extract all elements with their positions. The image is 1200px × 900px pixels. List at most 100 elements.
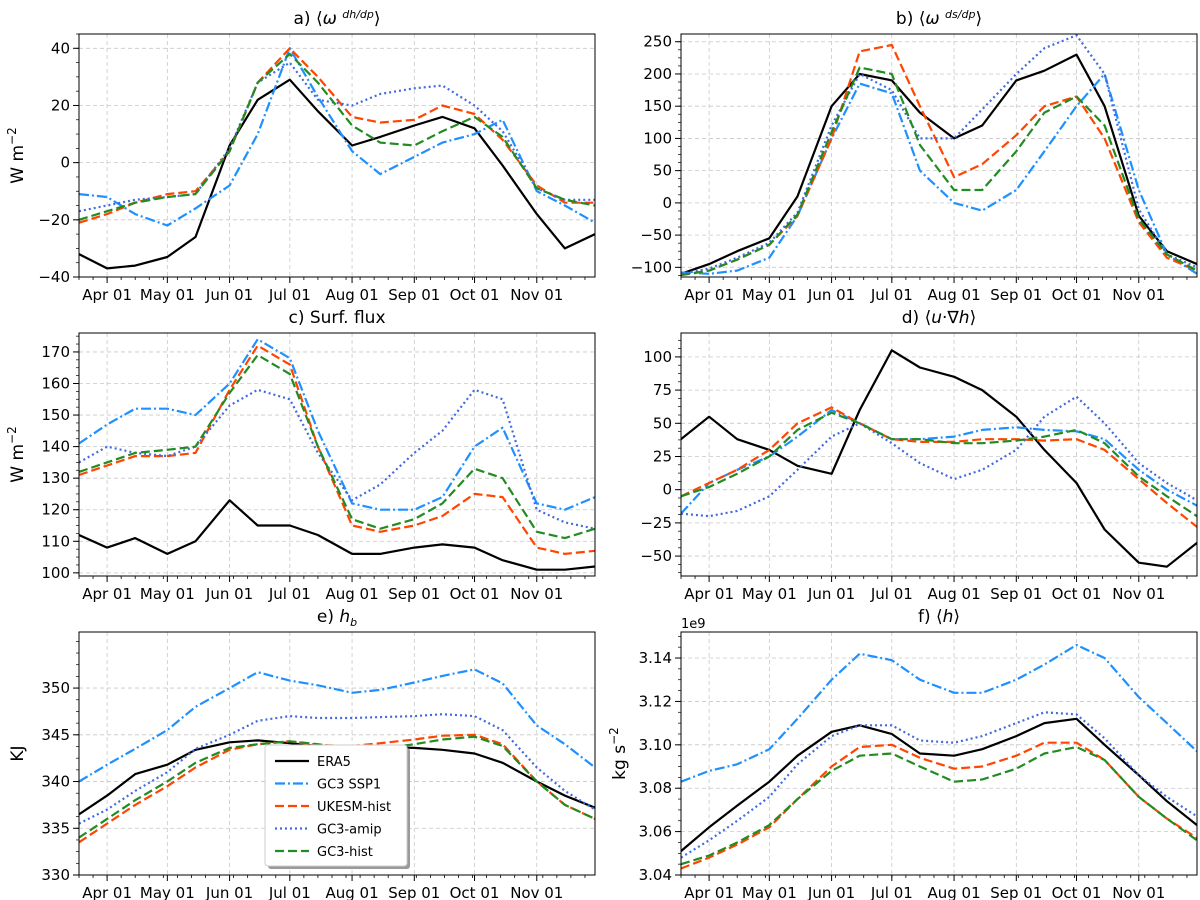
y-tick-label: 345 xyxy=(41,726,70,744)
panel-a: Apr 01 May 01 Jun 01 Jul 01 Aug 01 Sep 01 Oct … xyxy=(5,8,596,304)
y-tick-label: 0 xyxy=(662,194,672,212)
series-line-era5 xyxy=(79,78,595,270)
x-tick-label: Oct 01 xyxy=(450,286,500,304)
series-line-gc3-ssp1 xyxy=(79,668,595,783)
x-tick-label: Jun 01 xyxy=(807,286,855,304)
y-tick-label: 150 xyxy=(643,97,672,115)
x-tick-label: Apr 01 xyxy=(684,286,734,304)
y-tick-label: 170 xyxy=(41,343,70,361)
y-tick-label: 200 xyxy=(643,65,672,83)
x-tick-label: Sep 01 xyxy=(388,286,440,304)
y-tick-label: 335 xyxy=(41,819,70,837)
y-tick-label: 3.14 xyxy=(639,649,672,667)
series-line-gc3-amip xyxy=(681,395,1197,518)
y-tick-label: 20 xyxy=(51,96,70,114)
x-tick-label: Aug 01 xyxy=(325,884,378,900)
panel-c: Apr 01 May 01 Jun 01 Jul 01 Aug 01 Sep 01 Oct … xyxy=(5,308,596,603)
x-tick-label: Aug 01 xyxy=(927,884,980,900)
legend-label: ERA5 xyxy=(317,755,351,770)
y-tick-label: 160 xyxy=(41,374,70,392)
series-group xyxy=(681,34,1197,277)
x-tick-label: Jul 01 xyxy=(268,884,311,900)
y-tick-label: −20 xyxy=(38,211,70,229)
panel-title: b) ⟨ω ds/dp⟩ xyxy=(896,8,982,29)
x-tick-label: May 01 xyxy=(742,585,797,603)
x-tick-label: May 01 xyxy=(140,585,195,603)
series-line-gc3-amip xyxy=(681,711,1197,859)
y-tick-label: 75 xyxy=(653,381,672,399)
panel-title: d) ⟨u·∇h⟩ xyxy=(902,308,976,328)
x-tick-label: Oct 01 xyxy=(450,585,500,603)
x-tick-label: Oct 01 xyxy=(450,884,500,900)
y-tick-label: 140 xyxy=(41,438,70,456)
series-line-era5 xyxy=(681,53,1197,275)
x-tick-label: Sep 01 xyxy=(388,585,440,603)
y-axis-label: W m−2 xyxy=(5,426,28,482)
series-group xyxy=(681,349,1197,568)
y-tick-label: 100 xyxy=(41,564,70,582)
series-line-gc3-amip xyxy=(79,61,595,213)
panel-e: Apr 01 May 01 Jun 01 Jul 01 Aug 01 Sep 01 Oct … xyxy=(8,607,596,900)
y-tick-label: 350 xyxy=(41,679,70,697)
series-line-gc3-ssp1 xyxy=(681,408,1197,515)
series-line-ukesm-hist xyxy=(681,741,1197,870)
panel-b: Apr 01 May 01 Jun 01 Jul 01 Aug 01 Sep 01 Oct … xyxy=(631,8,1198,304)
series-line-ukesm-hist xyxy=(79,47,595,224)
x-tick-label: Jul 01 xyxy=(268,585,311,603)
legend-box xyxy=(264,744,408,867)
x-tick-label: May 01 xyxy=(140,884,195,900)
x-tick-label: Apr 01 xyxy=(684,585,734,603)
series-line-gc3-hist xyxy=(681,66,1197,277)
x-tick-label: Oct 01 xyxy=(1052,585,1102,603)
y-tick-label: 110 xyxy=(41,532,70,550)
panel-title: e) hb xyxy=(317,607,357,629)
series-line-gc3-ssp1 xyxy=(79,338,595,511)
panel-f: Apr 01 May 01 Jun 01 Jul 01 Aug 01 Sep 01 Oct … xyxy=(607,607,1198,900)
series-line-era5 xyxy=(79,499,595,571)
y-scale-offset: 1e9 xyxy=(681,617,706,632)
x-tick-label: Jun 01 xyxy=(205,286,253,304)
series-line-gc3-ssp1 xyxy=(681,72,1197,275)
axes-frame xyxy=(78,631,596,876)
axes-frame xyxy=(78,332,596,577)
series-line-gc3-hist xyxy=(681,745,1197,866)
x-tick-label: May 01 xyxy=(140,286,195,304)
y-tick-label: 50 xyxy=(653,414,672,432)
x-tick-label: Apr 01 xyxy=(82,585,132,603)
x-tick-label: Jul 01 xyxy=(870,286,913,304)
x-tick-label: Jul 01 xyxy=(870,585,913,603)
x-tick-label: Nov 01 xyxy=(1112,286,1165,304)
x-tick-label: Aug 01 xyxy=(927,286,980,304)
y-tick-label: −50 xyxy=(640,226,672,244)
series-line-gc3-amip xyxy=(79,388,595,530)
x-tick-label: Sep 01 xyxy=(990,884,1042,900)
y-tick-label: 0 xyxy=(60,154,70,172)
x-tick-label: Sep 01 xyxy=(388,884,440,900)
x-tick-label: Jun 01 xyxy=(205,585,253,603)
panel-d: Apr 01 May 01 Jun 01 Jul 01 Aug 01 Sep 01 Oct … xyxy=(640,308,1198,603)
y-axis-label: kg s−2 xyxy=(607,727,630,780)
y-tick-label: 50 xyxy=(653,162,672,180)
x-tick-label: Apr 01 xyxy=(82,286,132,304)
x-tick-label: Jun 01 xyxy=(205,884,253,900)
series-line-gc3-ssp1 xyxy=(681,643,1197,783)
x-tick-label: Nov 01 xyxy=(1112,585,1165,603)
y-tick-label: 130 xyxy=(41,469,70,487)
x-tick-label: Nov 01 xyxy=(1112,884,1165,900)
panel-title: a) ⟨ω dh/dp⟩ xyxy=(293,8,380,29)
y-tick-label: 40 xyxy=(51,39,70,57)
y-tick-label: 250 xyxy=(643,33,672,51)
series-group xyxy=(79,338,595,571)
y-tick-label: 120 xyxy=(41,501,70,519)
y-axis-label: W m−2 xyxy=(5,127,28,183)
y-tick-label: 3.04 xyxy=(639,866,672,884)
y-tick-label: 25 xyxy=(653,447,672,465)
y-tick-label: 3.10 xyxy=(639,736,672,754)
x-tick-label: May 01 xyxy=(742,884,797,900)
legend-label: GC3 SSP1 xyxy=(317,778,381,793)
axes-frame xyxy=(680,631,1198,876)
series-line-era5 xyxy=(681,717,1197,852)
series-line-era5 xyxy=(681,349,1197,568)
legend-label: GC3-amip xyxy=(317,823,382,838)
